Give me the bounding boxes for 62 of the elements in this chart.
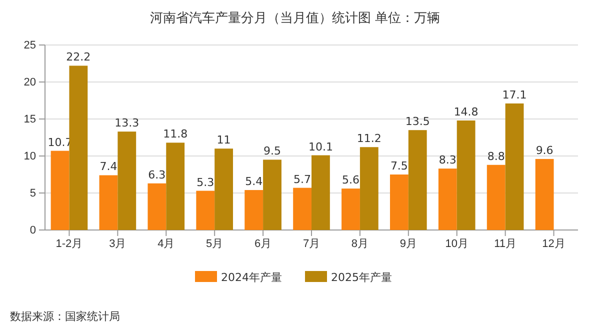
bar: [408, 130, 427, 230]
bar: [342, 188, 360, 230]
bar: [148, 183, 166, 230]
data-label: 7.5: [390, 160, 408, 172]
data-label: 11.2: [356, 132, 382, 146]
x-tick-label: 5月: [206, 238, 224, 250]
data-label: 6.3: [148, 168, 166, 182]
x-tick-label: 7月: [302, 238, 320, 250]
data-label: 13.3: [114, 116, 140, 130]
data-label: 17.1: [502, 88, 527, 102]
data-label: 13.5: [405, 115, 430, 128]
data-label: 9.5: [264, 144, 281, 158]
bar: [505, 103, 524, 230]
data-label: 9.6: [536, 144, 554, 157]
bar: [293, 188, 312, 230]
data-label: 5.6: [342, 174, 360, 187]
x-tick-label: 4月: [158, 238, 175, 250]
x-tick-label: 1-2月: [56, 238, 83, 250]
data-label: 5.4: [245, 175, 263, 188]
data-label: 14.8: [454, 105, 478, 118]
bar: [535, 158, 554, 230]
y-tick-label: 5: [30, 188, 36, 200]
data-label: 22.2: [66, 50, 91, 64]
bar: [214, 148, 234, 230]
x-tick-label: 12月: [542, 238, 566, 250]
bar: [312, 155, 330, 230]
data-label: 11: [216, 134, 231, 147]
bar: [50, 150, 70, 230]
bar: [438, 168, 457, 230]
bar: [166, 142, 185, 230]
data-label: 5.7: [294, 172, 312, 186]
bar: [263, 160, 282, 230]
y-tick-label: 10: [24, 150, 36, 163]
y-tick-label: 20: [24, 76, 36, 89]
source-note: 数据来源：国家统计局: [10, 310, 120, 323]
legend-label: 2025年产量: [331, 271, 392, 284]
y-tick-label: 0: [30, 224, 36, 237]
bar: [99, 175, 118, 230]
x-tick-label: 11月: [494, 238, 517, 250]
data-label: 8.3: [438, 154, 456, 167]
bar: [196, 190, 215, 230]
data-label: 5.3: [196, 176, 214, 189]
y-tick-label: 25: [24, 40, 36, 52]
bar: [118, 132, 136, 230]
bar: [69, 66, 88, 230]
data-label: 11.8: [163, 128, 188, 141]
x-tick-label: 3月: [109, 238, 126, 250]
bar: [244, 190, 264, 230]
bar: [360, 147, 378, 230]
legend-label: 2024年产量: [221, 271, 282, 284]
chart-title: 河南省汽车产量分月（当月值）统计图 单位：万辆: [150, 11, 440, 26]
x-tick-label: 10月: [445, 238, 468, 250]
x-tick-label: 6月: [254, 238, 272, 250]
bar: [486, 164, 506, 230]
data-label: 10.1: [308, 140, 333, 154]
y-tick-label: 15: [24, 114, 36, 126]
x-tick-label: 9月: [400, 238, 417, 250]
x-tick-label: 8月: [351, 238, 369, 250]
bar: [390, 174, 408, 230]
bar: [456, 120, 476, 230]
data-label: 8.8: [487, 150, 505, 163]
data-label: 7.4: [100, 160, 118, 174]
